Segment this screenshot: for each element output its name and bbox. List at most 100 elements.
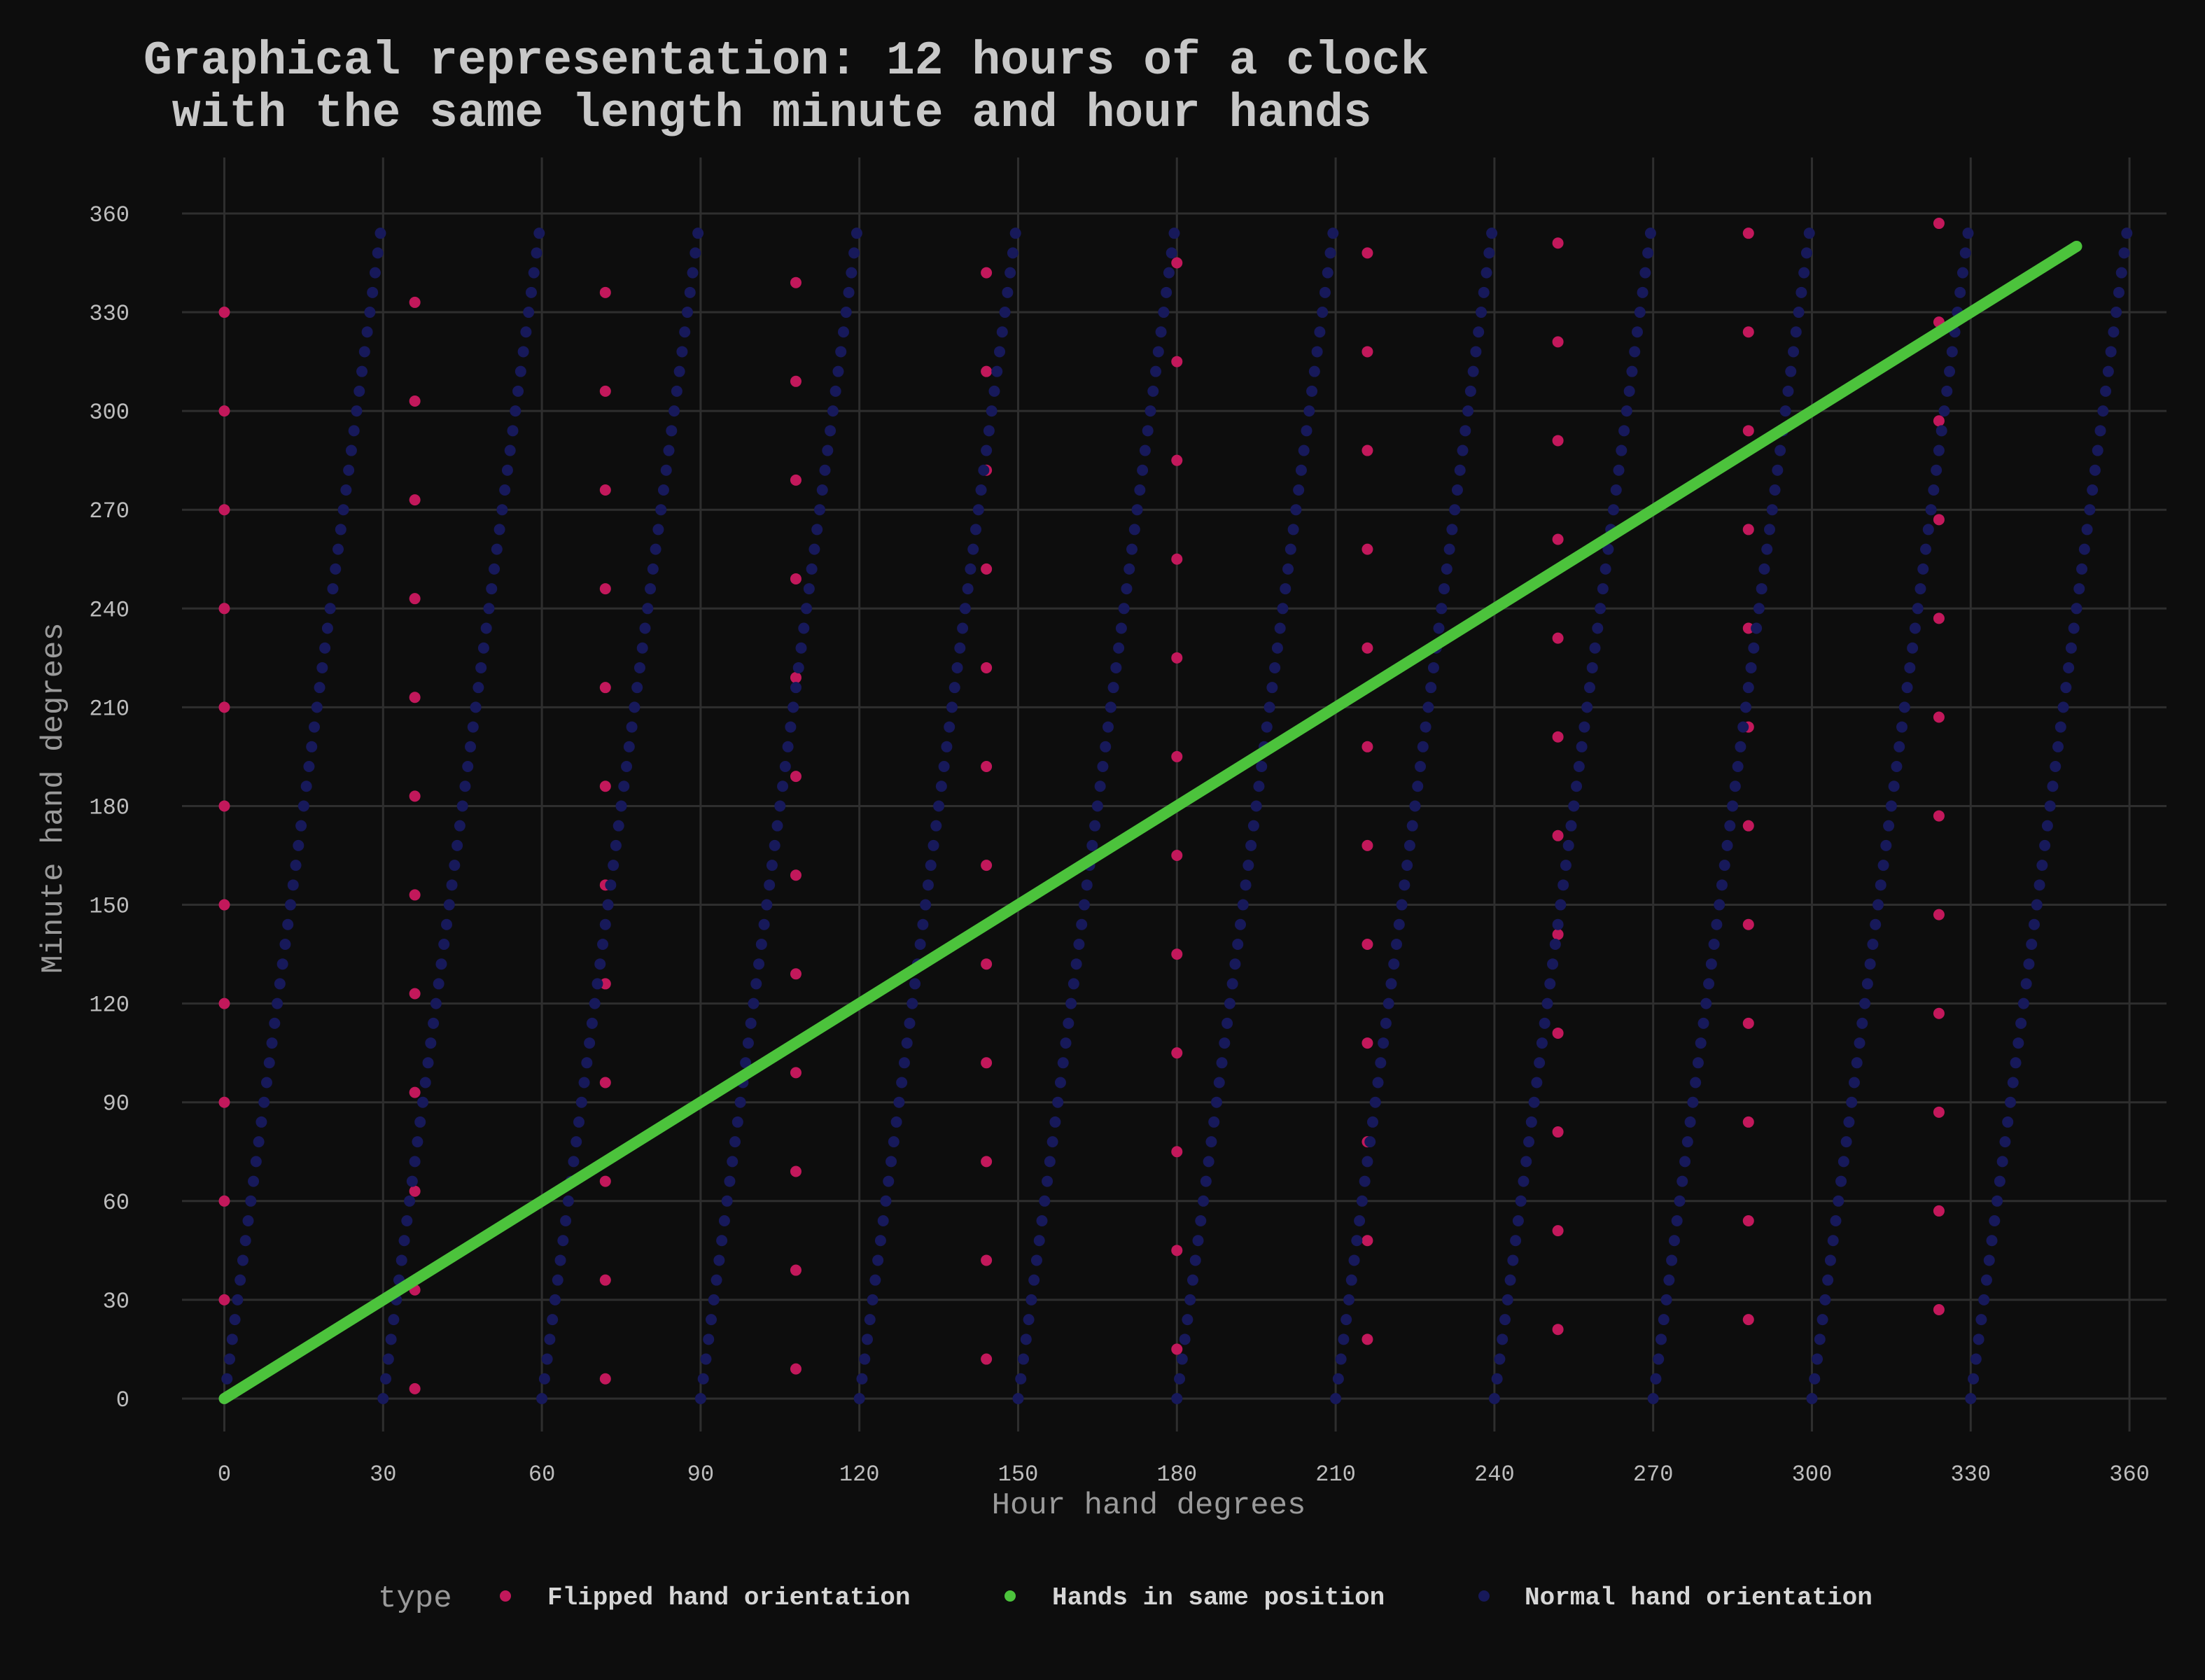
- point-normal: [657, 484, 669, 496]
- point-flipped: [218, 603, 230, 615]
- point-normal: [1751, 622, 1763, 634]
- point-normal: [1684, 1116, 1696, 1128]
- point-flipped: [1362, 741, 1373, 752]
- point-normal: [1758, 563, 1770, 575]
- point-normal: [578, 1077, 590, 1088]
- point-normal: [245, 1195, 257, 1207]
- point-normal: [1002, 286, 1014, 298]
- point-normal: [1192, 1235, 1204, 1247]
- point-normal: [525, 286, 537, 298]
- point-normal: [806, 563, 818, 575]
- point-normal: [1600, 563, 1611, 575]
- point-normal: [1914, 583, 1926, 595]
- point-normal: [944, 721, 955, 733]
- point-normal: [1660, 1294, 1672, 1306]
- point-flipped: [599, 484, 611, 496]
- point-normal: [1632, 326, 1643, 338]
- point-normal: [1327, 227, 1339, 239]
- point-normal: [239, 1235, 251, 1247]
- point-normal: [258, 1096, 270, 1108]
- point-flipped: [790, 968, 802, 980]
- point-normal: [1909, 622, 1921, 634]
- point-normal: [404, 1195, 416, 1207]
- point-flipped: [981, 1353, 993, 1365]
- point-normal: [792, 662, 804, 673]
- point-flipped: [1933, 1205, 1945, 1217]
- point-normal: [1692, 1057, 1704, 1069]
- point-normal: [1063, 1017, 1074, 1029]
- point-normal: [673, 365, 685, 377]
- point-normal: [1735, 741, 1746, 752]
- point-normal: [922, 879, 934, 891]
- point-normal: [825, 425, 836, 437]
- point-normal: [340, 484, 352, 496]
- point-normal: [1065, 997, 1077, 1009]
- point-normal: [1888, 780, 1900, 792]
- point-flipped: [599, 1274, 611, 1286]
- point-normal: [1314, 326, 1326, 338]
- point-normal: [1216, 1057, 1228, 1069]
- point-flipped: [1742, 820, 1754, 832]
- point-normal: [520, 326, 532, 338]
- point-normal: [1282, 563, 1294, 575]
- point-normal: [859, 1353, 871, 1365]
- point-normal: [1033, 1235, 1045, 1247]
- point-normal: [2010, 1057, 2022, 1069]
- point-normal: [1867, 938, 1879, 950]
- point-normal: [1203, 1156, 1214, 1168]
- point-flipped: [790, 672, 802, 684]
- point-normal: [224, 1353, 236, 1365]
- point-flipped: [1742, 918, 1754, 930]
- point-normal: [248, 1175, 260, 1187]
- point-flipped: [981, 563, 993, 575]
- point-normal: [475, 662, 487, 673]
- point-normal: [1094, 780, 1106, 792]
- point-normal: [1030, 1254, 1042, 1266]
- point-normal: [2015, 1017, 2027, 1029]
- point-normal: [1742, 682, 1754, 694]
- point-normal: [1488, 1392, 1500, 1404]
- point-normal: [1893, 741, 1905, 752]
- point-normal: [1504, 1274, 1516, 1286]
- point-normal: [890, 1116, 902, 1128]
- point-normal: [1668, 1235, 1680, 1247]
- point-normal: [1901, 682, 1913, 694]
- point-normal: [1785, 365, 1797, 377]
- point-normal: [975, 484, 987, 496]
- point-normal: [679, 326, 691, 338]
- point-normal: [1740, 701, 1751, 713]
- point-normal: [782, 741, 794, 752]
- point-normal: [575, 1096, 587, 1108]
- point-normal: [991, 365, 1003, 377]
- point-normal: [1623, 385, 1635, 397]
- point-normal: [687, 267, 699, 279]
- point-normal: [650, 543, 662, 555]
- point-normal: [962, 583, 974, 595]
- point-normal: [1708, 938, 1720, 950]
- point-normal: [655, 504, 667, 516]
- point-normal: [1134, 484, 1146, 496]
- point-normal: [1737, 721, 1749, 733]
- point-normal: [684, 286, 696, 298]
- point-normal: [510, 405, 522, 417]
- point-normal: [369, 267, 381, 279]
- point-normal: [933, 800, 945, 812]
- point-normal: [697, 1373, 709, 1385]
- point-normal: [2044, 800, 2056, 812]
- point-normal: [1602, 543, 1614, 555]
- point-normal: [996, 326, 1008, 338]
- point-normal: [1475, 307, 1487, 318]
- point-flipped: [1362, 1037, 1373, 1049]
- point-normal: [1626, 365, 1638, 377]
- point-normal: [232, 1294, 244, 1306]
- point-normal: [2036, 860, 2048, 872]
- point-flipped: [409, 988, 421, 1000]
- point-normal: [1690, 1077, 1702, 1088]
- point-flipped: [981, 1156, 993, 1168]
- point-flipped: [1742, 1017, 1754, 1029]
- point-normal: [594, 958, 606, 970]
- x-tick-label: 360: [2109, 1462, 2150, 1488]
- point-normal: [1409, 800, 1421, 812]
- point-normal: [293, 839, 304, 851]
- point-normal: [496, 504, 508, 516]
